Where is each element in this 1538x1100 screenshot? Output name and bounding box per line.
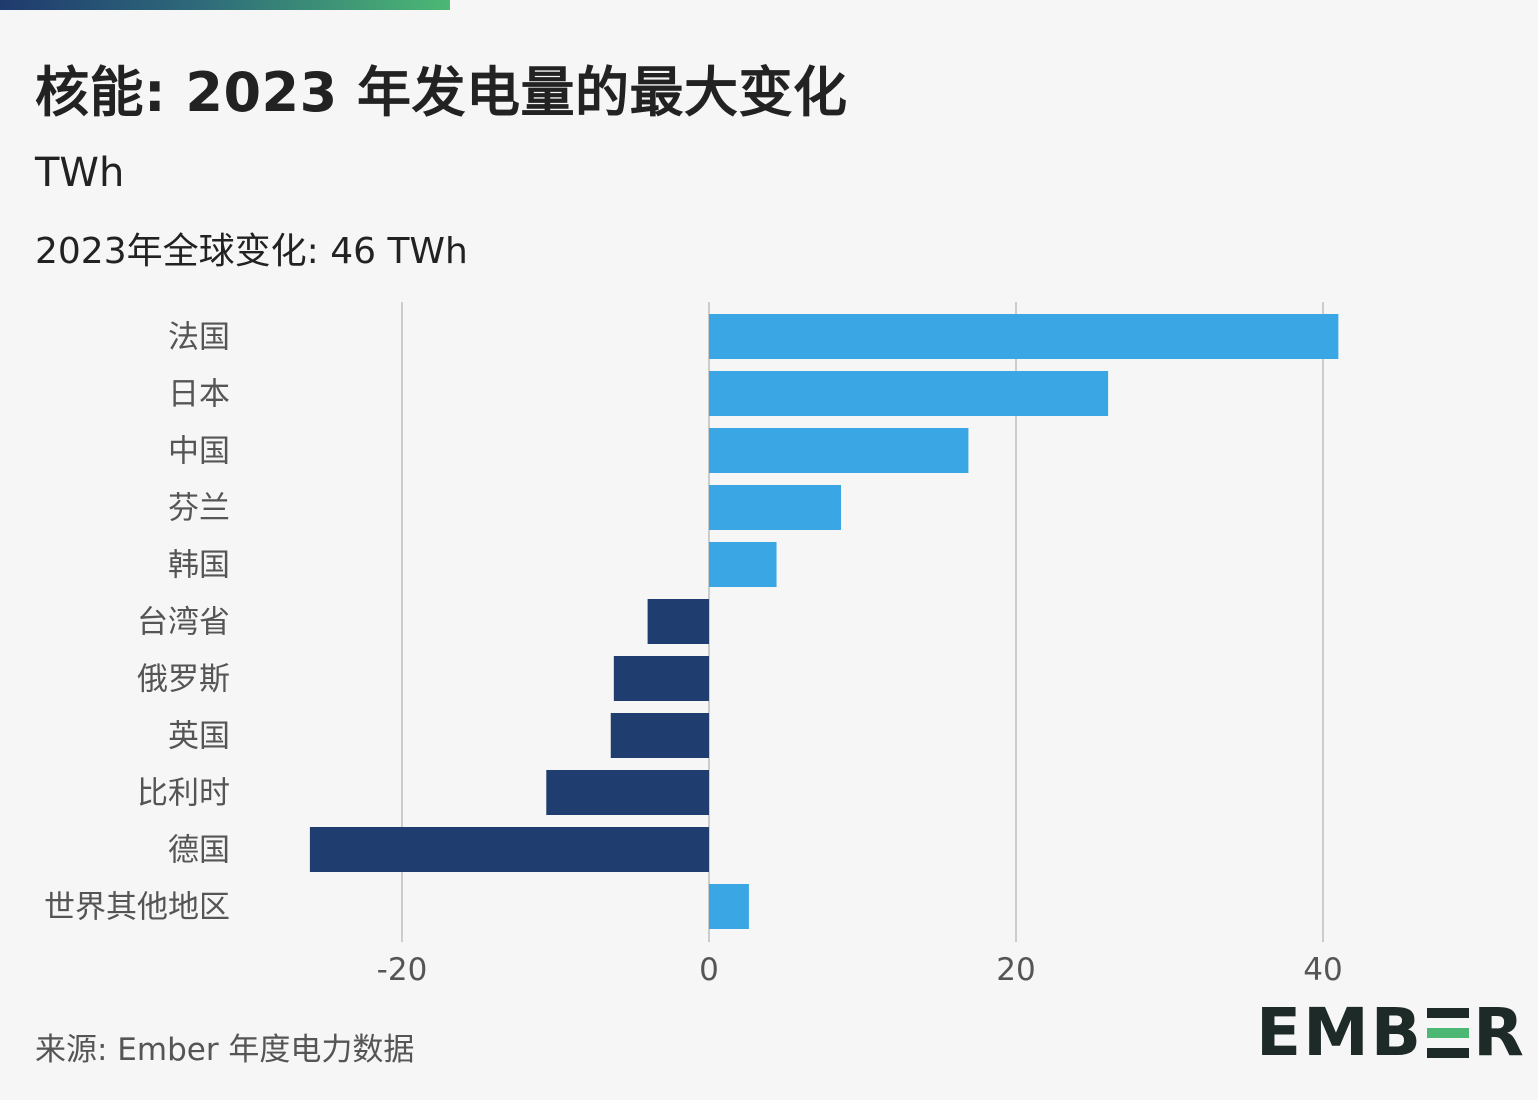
logo-text-right: R: [1473, 994, 1526, 1071]
ember-logo: EMB R: [1256, 1000, 1526, 1066]
bar[interactable]: [647, 599, 709, 644]
bar[interactable]: [709, 371, 1109, 416]
bar[interactable]: [709, 542, 777, 587]
category-label: 英国: [168, 719, 230, 755]
category-label: 法国: [168, 320, 230, 356]
accent-bar: [0, 0, 450, 10]
x-tick-label: 20: [996, 952, 1035, 988]
category-label: 韩国: [168, 548, 230, 584]
category-label: 俄罗斯: [137, 662, 230, 698]
x-tick-label: -20: [377, 952, 428, 988]
category-label: 世界其他地区: [44, 890, 230, 926]
logo-e-icon: [1427, 1008, 1470, 1058]
category-label: 芬兰: [168, 491, 230, 527]
x-tick-label: 0: [699, 952, 719, 988]
chart-title: 核能: 2023 年发电量的最大变化: [35, 61, 848, 124]
bar[interactable]: [709, 884, 749, 929]
global-change-subtitle: 2023年全球变化: 46 TWh: [35, 231, 468, 272]
category-label: 日本: [168, 377, 230, 413]
category-label: 台湾省: [137, 605, 230, 641]
bar[interactable]: [610, 713, 709, 758]
logo-text-left: EMB: [1256, 994, 1424, 1071]
x-tick-label: 40: [1303, 952, 1342, 988]
bar[interactable]: [709, 485, 842, 530]
category-label: 中国: [168, 434, 230, 470]
category-label: 比利时: [137, 776, 230, 812]
unit-label: TWh: [35, 150, 125, 196]
bar[interactable]: [546, 770, 709, 815]
category-label: 德国: [168, 833, 230, 869]
source-note: 来源: Ember 年度电力数据: [35, 1032, 415, 1068]
bar[interactable]: [613, 656, 709, 701]
bar[interactable]: [309, 827, 709, 872]
bar[interactable]: [709, 428, 969, 473]
bar[interactable]: [709, 314, 1339, 359]
